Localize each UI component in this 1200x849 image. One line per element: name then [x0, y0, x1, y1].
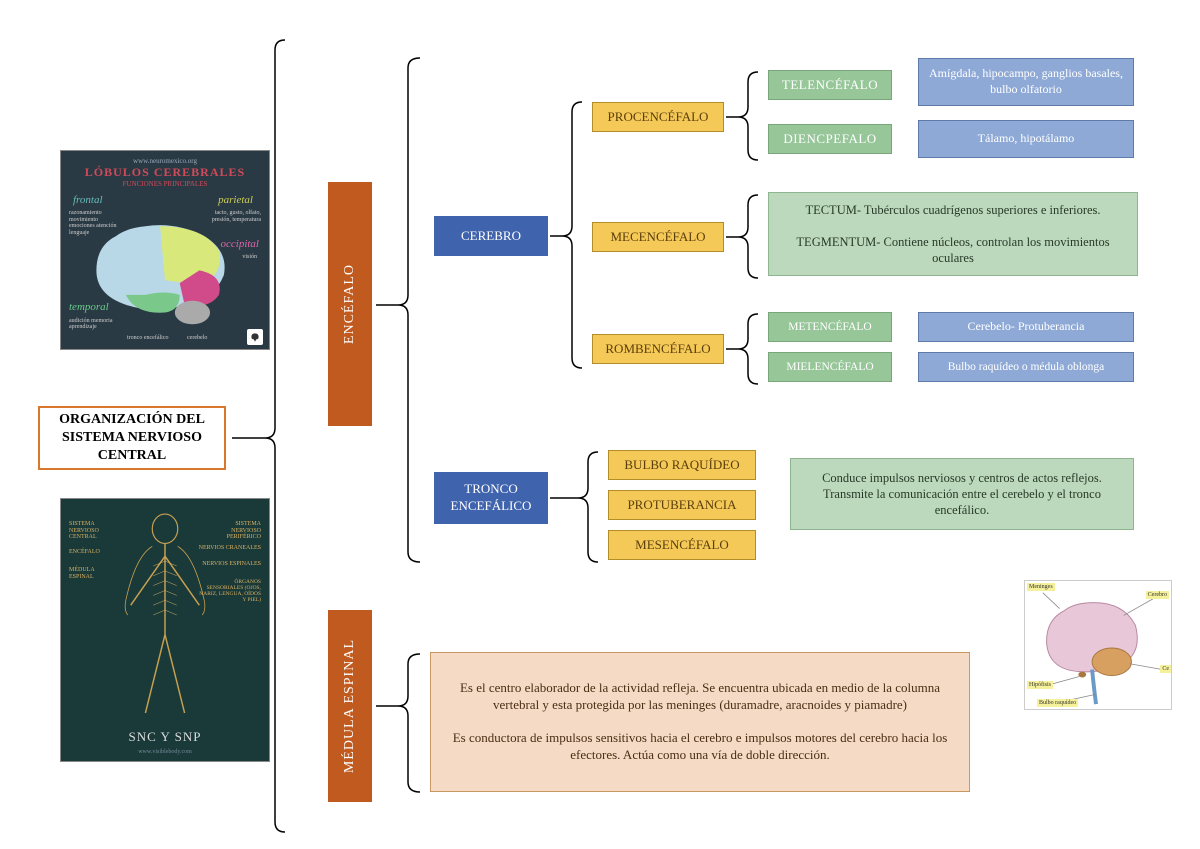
body-right1: SISTEMA NERVIOSO PERIFÉRICO [206, 521, 261, 541]
diencefalo-label: DIENCPEFALO [783, 131, 876, 148]
cerebro-node: CEREBRO [434, 216, 548, 256]
cerebro-label: CEREBRO [461, 228, 521, 245]
rombencefalo-node: ROMBENCÉFALO [592, 334, 724, 364]
bulbo-label: BULBO RAQUÍDEO [624, 457, 739, 474]
body-title: SNC Y SNP [128, 725, 201, 749]
lobe-parietal: parietal [218, 194, 253, 206]
lobe-occipital: occipital [221, 238, 260, 250]
sag-lbl4: Bulbo raquídeo [1037, 699, 1078, 707]
medula-desc-text: Es el centro elaborador de la actividad … [443, 680, 957, 764]
brain-img-url: www.neuromexico.org [133, 157, 197, 165]
tronco-node: TRONCO ENCEFÁLICO [434, 472, 548, 524]
mesencefalo2-node: MESENCÉFALO [608, 530, 756, 560]
telencefalo-desc: Amígdala, hipocampo, ganglios basales, b… [918, 58, 1134, 106]
mecencefalo-desc: TECTUM- Tubérculos cuadrígenos superiore… [768, 192, 1138, 276]
protuberancia-node: PROTUBERANCIA [608, 490, 756, 520]
mecencefalo-desc-text: TECTUM- Tubérculos cuadrígenos superiore… [775, 202, 1131, 267]
telencefalo-desc-text: Amígdala, hipocampo, ganglios basales, b… [925, 66, 1127, 97]
brain-img-sub: FUNCIONES PRINCIPALES [123, 180, 208, 188]
mecencefalo-node: MECENCÉFALO [592, 222, 724, 252]
lobe-frontal: frontal [73, 194, 103, 206]
procencefalo-node: PROCENCÉFALO [592, 102, 724, 132]
sag-lbl3: Hipófisis [1027, 681, 1053, 689]
mielencefalo-node: MIELENCÉFALO [768, 352, 892, 382]
body-right3: NERVIOS ESPINALES [202, 561, 261, 567]
mielencefalo-desc: Bulbo raquídeo o médula oblonga [918, 352, 1134, 382]
lobe-temporal: temporal [69, 301, 109, 313]
body-nervous-image: SISTEMA NERVIOSO CENTRAL ENCÉFALO MÉDULA… [60, 498, 270, 762]
metencefalo-node: METENCÉFALO [768, 312, 892, 342]
diencefalo-node: DIENCPEFALO [768, 124, 892, 154]
sagittal-brain-image: Meninges Cerebro Hipófisis Bulbo raquíde… [1024, 580, 1172, 710]
tronco-desc: Conduce impulsos nerviosos y centros de … [790, 458, 1134, 530]
root-title-text: ORGANIZACIÓN DEL SISTEMA NERVIOSO CENTRA… [46, 411, 218, 466]
tronco-desc-text: Conduce impulsos nerviosos y centros de … [797, 470, 1127, 519]
lobe-frontal-txt: razonamiento movimiento emociones atenci… [69, 210, 119, 236]
mesencefalo2-label: MESENCÉFALO [635, 537, 729, 554]
body-left3: MÉDULA ESPINAL [69, 567, 109, 580]
body-right2: NERVIOS CRANEALES [199, 545, 261, 551]
mielencefalo-label: MIELENCÉFALO [786, 360, 873, 375]
metencefalo-desc: Cerebelo- Protuberancia [918, 312, 1134, 342]
protuberancia-label: PROTUBERANCIA [627, 497, 736, 514]
body-left2: ENCÉFALO [69, 549, 100, 555]
medula-label: MÉDULA ESPINAL [341, 639, 359, 773]
telencefalo-label: TELENCÉFALO [782, 77, 878, 94]
body-url: www.visiblebody.com [138, 749, 192, 755]
lobe-occipital-txt: visión [242, 254, 257, 260]
procencefalo-label: PROCENCÉFALO [608, 109, 709, 126]
brain-lobes-image: www.neuromexico.org LÓBULOS CEREBRALES F… [60, 150, 270, 350]
telencefalo-node: TELENCÉFALO [768, 70, 892, 100]
metencefalo-desc-text: Cerebelo- Protuberancia [968, 319, 1085, 335]
lobe-temporal-txt: audición memoria aprendizaje [69, 318, 119, 331]
encefalo-label: ENCÉFALO [341, 264, 359, 344]
sag-lbl2: Cerebro [1146, 591, 1169, 599]
encefalo-node: ENCÉFALO [328, 182, 372, 426]
rombencefalo-label: ROMBENCÉFALO [605, 341, 710, 358]
diencefalo-desc: Tálamo, hipotálamo [918, 120, 1134, 158]
body-right4: ÓRGANOS SENSORIALES (OJOS, NARIZ, LENGUA… [199, 579, 261, 603]
cerebellum-lbl: cerebelo [187, 335, 207, 341]
bulbo-node: BULBO RAQUÍDEO [608, 450, 756, 480]
brain-img-title: LÓBULOS CEREBRALES [85, 165, 245, 180]
tronco-label: TRONCO ENCEFÁLICO [440, 481, 542, 515]
brainstem-lbl: tronco encefálico [127, 335, 168, 341]
body-left1: SISTEMA NERVIOSO CENTRAL [69, 521, 124, 541]
medula-node: MÉDULA ESPINAL [328, 610, 372, 802]
sag-lbl5: Ce [1160, 665, 1171, 673]
mecencefalo-label: MECENCÉFALO [610, 229, 705, 246]
lobe-parietal-txt: tacto, gusto, olfato, presión, temperatu… [206, 210, 261, 223]
medula-desc: Es el centro elaborador de la actividad … [430, 652, 970, 792]
metencefalo-label: METENCÉFALO [788, 320, 871, 335]
root-title: ORGANIZACIÓN DEL SISTEMA NERVIOSO CENTRA… [38, 406, 226, 470]
sag-lbl1: Meninges [1027, 583, 1055, 591]
mielencefalo-desc-text: Bulbo raquídeo o médula oblonga [948, 360, 1105, 375]
diencefalo-desc-text: Tálamo, hipotálamo [978, 131, 1075, 147]
